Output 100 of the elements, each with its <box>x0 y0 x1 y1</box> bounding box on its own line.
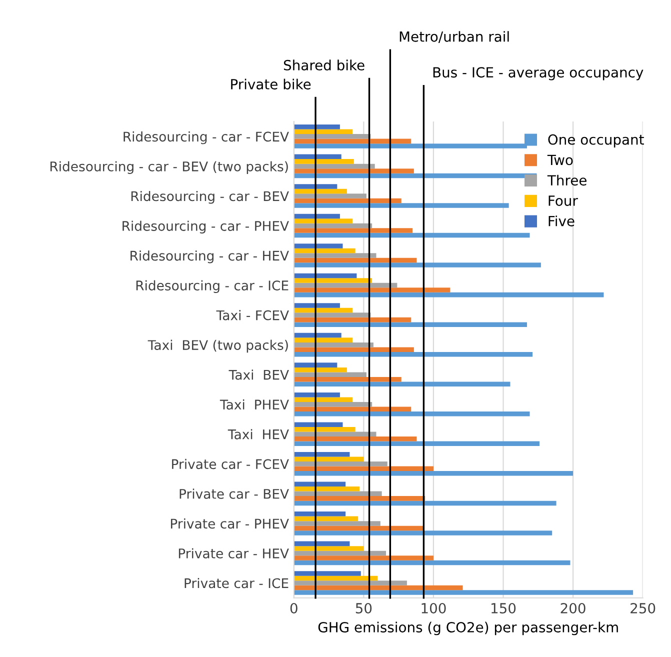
bar <box>294 288 450 292</box>
ref-line-label: Metro/urban rail <box>400 31 509 43</box>
x-tick-label: 100 <box>422 602 446 614</box>
bar <box>294 124 340 130</box>
bar <box>294 482 346 487</box>
y-tick-label: Ridesourcing - car - BEV (two packs) <box>50 161 288 174</box>
bar <box>294 412 530 416</box>
bar <box>294 203 509 208</box>
y-tick-label: Ridesourcing - car - HEV <box>130 250 289 264</box>
bar <box>294 154 342 160</box>
bar <box>294 550 386 556</box>
bar <box>294 462 388 466</box>
bar <box>294 248 356 254</box>
bar <box>294 194 366 198</box>
bar <box>294 452 350 457</box>
bar <box>294 406 412 412</box>
bar <box>294 184 338 189</box>
x-tick-label: 0 <box>290 602 298 614</box>
bar <box>294 376 402 382</box>
y-tick-label: Ridesourcing - car - ICE <box>136 280 288 294</box>
bar <box>294 303 340 308</box>
bar <box>294 585 463 590</box>
x-tick-label: 150 <box>492 602 516 614</box>
bar <box>294 372 366 377</box>
bar <box>294 471 574 476</box>
bar <box>294 218 353 224</box>
bar <box>294 347 414 352</box>
bar <box>294 486 360 492</box>
bar <box>294 228 413 233</box>
bar <box>294 541 350 546</box>
bar <box>294 258 417 263</box>
y-tick-label: Taxi PHEV <box>220 399 289 410</box>
x-tick-label: 200 <box>560 602 586 614</box>
bar <box>294 244 343 248</box>
y-tick-label: Taxi HEV <box>228 429 289 440</box>
bar <box>294 129 353 134</box>
bar <box>294 164 375 169</box>
y-tick-label: Private car - PHEV <box>170 518 289 529</box>
legend-label: Five <box>548 216 574 226</box>
bar <box>294 198 402 204</box>
bar <box>294 352 533 357</box>
legend-label: Four <box>548 196 578 206</box>
bar <box>294 362 338 368</box>
bar <box>294 262 541 268</box>
y-tick-label: Taxi BEV <box>228 370 289 380</box>
bar <box>294 590 634 595</box>
bar <box>294 322 527 327</box>
bar <box>294 188 347 194</box>
bar <box>294 292 604 298</box>
ref-line-label: Shared bike <box>284 60 364 70</box>
x-tick-label: 250 <box>630 602 656 614</box>
bar <box>294 436 417 442</box>
bar <box>294 576 378 581</box>
bar <box>294 571 361 576</box>
bar <box>294 138 412 144</box>
legend-label: One occupant <box>548 134 644 148</box>
bar <box>294 422 343 427</box>
bar <box>294 134 371 139</box>
bar <box>294 308 353 313</box>
ref-line-label: Bus - ICE - average occupancy <box>433 67 644 80</box>
y-tick-label: Private car - BEV <box>180 488 289 499</box>
bar <box>294 253 376 258</box>
bar <box>294 580 407 586</box>
bar <box>294 332 342 338</box>
ref-line-label: Private bike <box>231 78 311 90</box>
bar <box>294 466 434 472</box>
bar <box>294 441 540 446</box>
y-tick-label: Ridesourcing - car - BEV <box>131 190 289 204</box>
y-tick-label: Ridesourcing - car - FCEV <box>124 131 289 144</box>
bar <box>294 426 356 432</box>
bar <box>294 232 530 238</box>
bar <box>294 500 556 506</box>
legend-label: Three <box>547 174 586 186</box>
bar <box>294 491 382 496</box>
bar <box>294 397 353 402</box>
bar <box>294 521 380 526</box>
bar <box>294 546 364 551</box>
bar <box>294 382 510 386</box>
bar <box>294 526 424 531</box>
x-axis-title: GHG emissions (g CO2e) per passenger-km <box>318 622 618 636</box>
y-tick-label: Taxi - FCEV <box>216 310 289 320</box>
bar <box>294 496 426 501</box>
y-tick-label: Taxi BEV (two packs) <box>148 340 288 353</box>
y-tick-label: Private car - FCEV <box>172 458 289 470</box>
bar <box>294 560 570 566</box>
bar <box>294 273 357 278</box>
bar <box>294 342 374 348</box>
bar <box>294 456 364 462</box>
y-tick-label: Private car - ICE <box>184 578 288 588</box>
bar <box>294 367 347 372</box>
bar <box>294 516 358 522</box>
bar <box>294 556 434 560</box>
y-tick-label: Ridesourcing - car - PHEV <box>122 220 289 234</box>
y-tick-label: Private car - HEV <box>178 548 289 558</box>
bar <box>294 317 412 322</box>
bar <box>294 312 371 318</box>
bar <box>294 530 552 536</box>
bar <box>294 338 353 342</box>
x-tick-label: 50 <box>356 602 372 614</box>
legend-label: Two <box>547 154 573 166</box>
